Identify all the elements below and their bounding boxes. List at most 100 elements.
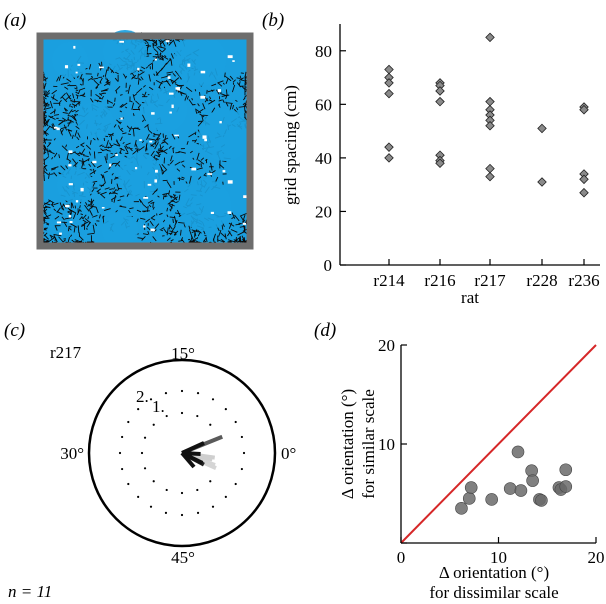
trajectory-segment — [80, 142, 85, 146]
b-point — [485, 171, 495, 182]
trajectory-segment — [171, 133, 176, 140]
trajectory-segment — [147, 62, 154, 67]
trajectory-segment — [100, 148, 104, 152]
trajectory-segment — [54, 215, 60, 220]
b-point — [579, 174, 589, 185]
trajectory-segment — [148, 86, 154, 91]
trajectory-segment — [162, 137, 169, 141]
trajectory-segment — [68, 208, 77, 214]
trajectory-segment — [53, 114, 60, 116]
trajectory-segment — [169, 203, 175, 207]
trajectory-segment — [164, 193, 168, 198]
trajectory-segment — [159, 52, 162, 55]
trajectory-segment — [62, 207, 65, 211]
trajectory-segment — [53, 152, 58, 158]
b-point — [579, 187, 589, 198]
unvisited-pixel — [242, 222, 247, 225]
trajectory-segment — [66, 152, 69, 160]
trajectory-segment — [87, 77, 93, 81]
trajectory-segment — [216, 239, 225, 243]
unvisited-pixel — [68, 183, 73, 186]
trajectory-segment — [56, 76, 60, 82]
trajectory-segment — [158, 80, 164, 89]
trajectory-segment — [67, 109, 73, 115]
polar-dot — [137, 408, 140, 411]
trajectory-segment — [43, 107, 52, 110]
trajectory-segment — [43, 202, 51, 206]
trajectory-segment — [50, 173, 54, 175]
trajectory-segment — [137, 77, 140, 85]
trajectory-segment — [109, 142, 113, 148]
trajectory-segment — [132, 76, 138, 80]
trajectory-segment — [71, 134, 74, 139]
trajectory-segment — [145, 66, 149, 69]
trajectory-segment — [43, 232, 48, 237]
b-x-tick-label: r214 — [373, 271, 405, 290]
trajectory-segment — [102, 145, 105, 148]
polar-dot — [165, 488, 168, 492]
trajectory-segment — [77, 225, 80, 233]
polar-dot — [118, 451, 122, 455]
trajectory-segment — [148, 129, 153, 134]
trajectory-segment — [218, 229, 222, 237]
unvisited-pixel — [155, 169, 158, 173]
trajectory-segment — [158, 148, 162, 150]
trajectory-segment — [205, 158, 208, 161]
trajectory-segment — [168, 145, 172, 149]
b-x-tick-label: r236 — [568, 271, 599, 290]
trajectory-segment — [47, 119, 50, 121]
trajectory-segment — [120, 102, 128, 108]
trajectory-segment — [65, 200, 68, 203]
unvisited-pixel — [56, 127, 60, 131]
trajectory-segment — [54, 226, 58, 231]
trajectory-segment — [103, 81, 111, 87]
trajectory-segment — [132, 128, 135, 137]
trajectory-segment — [79, 209, 82, 212]
trajectory-segment — [74, 113, 76, 119]
trajectory-segment — [131, 127, 139, 130]
b-point — [435, 86, 445, 96]
d-point — [559, 480, 573, 493]
trajectory-segment — [104, 69, 108, 78]
trajectory-segment — [186, 95, 189, 100]
trajectory-segment — [204, 234, 207, 237]
polar-dot — [127, 420, 130, 424]
trajectory-segment — [79, 73, 83, 80]
trajectory-segment — [42, 93, 49, 98]
b-point — [579, 104, 589, 115]
trajectory-segment — [80, 144, 85, 148]
polar-dot — [140, 451, 144, 455]
trajectory-segment — [119, 205, 127, 208]
trajectory-segment — [164, 141, 169, 145]
trajectory-segment — [130, 100, 133, 103]
unvisited-pixel — [68, 164, 72, 167]
trajectory-segment — [107, 100, 114, 104]
unvisited-pixel — [119, 40, 125, 43]
polar-dot — [211, 398, 215, 401]
polar-dot — [209, 423, 212, 426]
unvisited-pixel — [227, 55, 233, 59]
trajectory-segment — [75, 89, 79, 92]
trajectory-segment — [70, 151, 76, 155]
trajectory-segment — [63, 107, 68, 112]
trajectory-segment — [173, 215, 177, 223]
unvisited-pixel — [171, 104, 174, 109]
b-x-tick-label: r228 — [526, 271, 557, 290]
polar-dot — [240, 467, 243, 471]
trajectory-segment — [58, 154, 61, 159]
trajectory-segment — [193, 239, 196, 243]
trajectory-segment — [46, 142, 52, 148]
trajectory-segment — [90, 161, 96, 168]
trajectory-segment — [103, 208, 111, 211]
unvisited-pixel — [73, 45, 76, 49]
angle-label-45: 45° — [171, 548, 195, 567]
d-y-tick-label: 10 — [378, 435, 395, 454]
trajectory-segment — [217, 80, 224, 84]
polar-dot — [196, 414, 199, 418]
trajectory-segment — [175, 220, 178, 224]
trajectory-segment — [152, 236, 157, 242]
trajectory-segment — [92, 224, 95, 233]
trajectory-segment — [85, 202, 88, 206]
trajectory-segment — [51, 157, 54, 160]
trajectory-segment — [45, 125, 51, 132]
